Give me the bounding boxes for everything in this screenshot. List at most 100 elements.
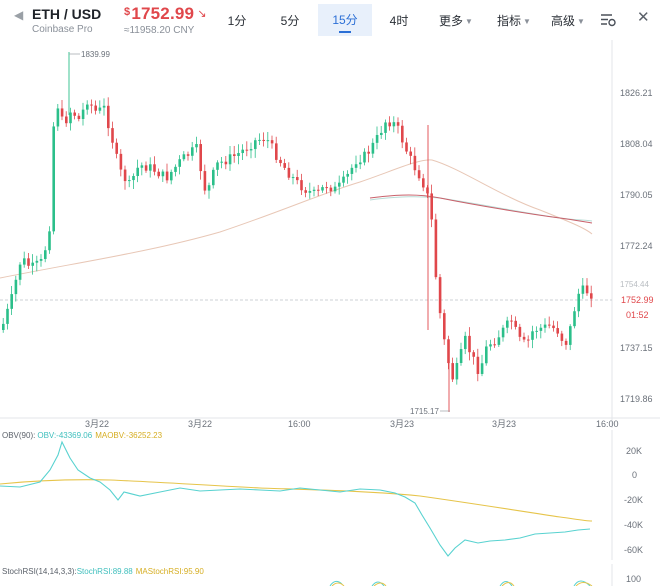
candle-body	[342, 176, 345, 183]
price-cny: ≈11958.20 CNY	[124, 25, 195, 36]
price-value: 1752.99	[131, 4, 195, 23]
candle-body	[195, 144, 198, 148]
candle-body	[35, 260, 39, 263]
candle-body	[434, 219, 438, 278]
stoch-y-tick: 100	[626, 574, 641, 584]
candle-body	[447, 339, 450, 364]
candle-body	[426, 187, 429, 194]
obv-y-tick: -60K	[624, 545, 643, 555]
candle-body	[39, 259, 43, 261]
high-price-label: 1839.99	[81, 50, 110, 59]
candle-body	[44, 250, 47, 260]
stochrsi-indicator-panel[interactable]: StochRSI(14,14,3,3):StochRSI:89.88 MAStoc…	[0, 564, 660, 586]
candle-body	[270, 140, 274, 144]
tab-15min[interactable]: 15分	[318, 4, 372, 36]
price-down-arrow-icon: ↘	[197, 8, 207, 20]
price-tag-bg	[614, 293, 654, 306]
close-icon[interactable]: ✕	[637, 9, 650, 26]
candle-body	[485, 346, 488, 364]
candle-body	[224, 161, 228, 165]
pair-title[interactable]: ETH / USD	[32, 6, 102, 22]
moving-average-mid	[369, 196, 593, 222]
candle-body	[136, 167, 139, 177]
obv-y-tick: -40K	[624, 520, 643, 530]
candle-body	[98, 107, 102, 111]
active-tab-underline	[339, 31, 351, 33]
candle-body	[291, 177, 295, 179]
tab-indicators[interactable]: 指标 ▼	[494, 12, 534, 29]
candle-body	[128, 180, 131, 182]
tab-5min[interactable]: 5分	[275, 12, 305, 29]
obv-legend: OBV(90): OBV:-43369.06 MAOBV:-36252.23	[2, 431, 163, 440]
tab-label: 4时	[389, 14, 409, 28]
x-tick-label: 3月22	[188, 419, 212, 429]
candle-body	[212, 169, 215, 186]
candle-body	[451, 363, 454, 380]
candle-body	[107, 105, 110, 129]
obv-y-tick: 0	[632, 470, 637, 480]
candle-body	[346, 173, 349, 177]
candle-body	[31, 262, 34, 266]
stochrsi-line	[329, 580, 591, 586]
candle-body	[111, 128, 114, 143]
candle-body	[153, 164, 156, 172]
back-chevron-icon[interactable]: ◀	[14, 8, 24, 22]
tab-label: 1分	[227, 14, 247, 28]
candle-body	[522, 336, 526, 340]
tab-label: 15分	[332, 13, 358, 27]
candle-body	[359, 162, 362, 165]
candle-body	[354, 164, 358, 168]
candle-body	[207, 185, 211, 191]
obv-indicator-panel[interactable]: OBV(90): OBV:-43369.06 MAOBV:-36252.23 20K…	[0, 428, 660, 560]
x-tick-label: 3月22	[85, 419, 109, 429]
candle-body	[413, 155, 417, 171]
candle-body	[119, 153, 123, 170]
candle-body	[459, 349, 463, 364]
candle-body	[300, 180, 303, 191]
candle-body	[401, 125, 404, 143]
candle-body	[266, 140, 270, 142]
candle-body	[279, 159, 282, 164]
candle-body	[283, 163, 286, 168]
candle-body	[371, 142, 375, 154]
candle-body	[52, 126, 55, 232]
candle-body	[249, 149, 253, 151]
candle-body	[23, 258, 26, 265]
obv-label: OBV:	[37, 431, 56, 440]
candle-body	[573, 311, 576, 327]
candle-body	[73, 112, 76, 116]
candle-body	[417, 170, 421, 179]
moving-average-long	[0, 159, 593, 279]
tab-4h[interactable]: 4时	[384, 12, 414, 29]
candle-body	[405, 142, 408, 152]
candle-body	[501, 327, 505, 338]
candle-body	[396, 122, 400, 126]
candle-body	[14, 279, 18, 295]
candle-body	[102, 105, 106, 108]
candle-body	[443, 313, 446, 340]
chart-settings-icon[interactable]	[600, 13, 616, 27]
candlestick-chart[interactable]: 1826.21 1808.04 1790.05 1772.24 1754.44 …	[0, 40, 660, 430]
tab-more[interactable]: 更多 ▼	[436, 12, 476, 29]
candle-body	[199, 144, 202, 172]
candle-body	[65, 116, 68, 124]
candle-body	[329, 187, 333, 192]
candle-body	[325, 187, 328, 189]
candle-body	[216, 162, 219, 170]
tab-advanced[interactable]: 高级 ▼	[548, 12, 588, 29]
y-tick-label: 1790.05	[620, 190, 653, 200]
candle-body	[241, 149, 244, 154]
low-price-label: 1715.17	[410, 407, 439, 416]
moving-average-short	[369, 194, 593, 224]
candle-body	[81, 109, 85, 120]
stoch-k-label: StochRSI:	[77, 567, 113, 576]
candle-body	[510, 320, 513, 322]
candle-body	[275, 143, 278, 160]
candle-body	[363, 151, 366, 163]
x-tick-label: 16:00	[288, 419, 311, 429]
tab-label: 更多	[439, 14, 464, 28]
candle-body	[527, 339, 530, 341]
candle-body	[468, 335, 471, 353]
tab-1min[interactable]: 1分	[222, 12, 252, 29]
candle-body	[220, 161, 223, 163]
